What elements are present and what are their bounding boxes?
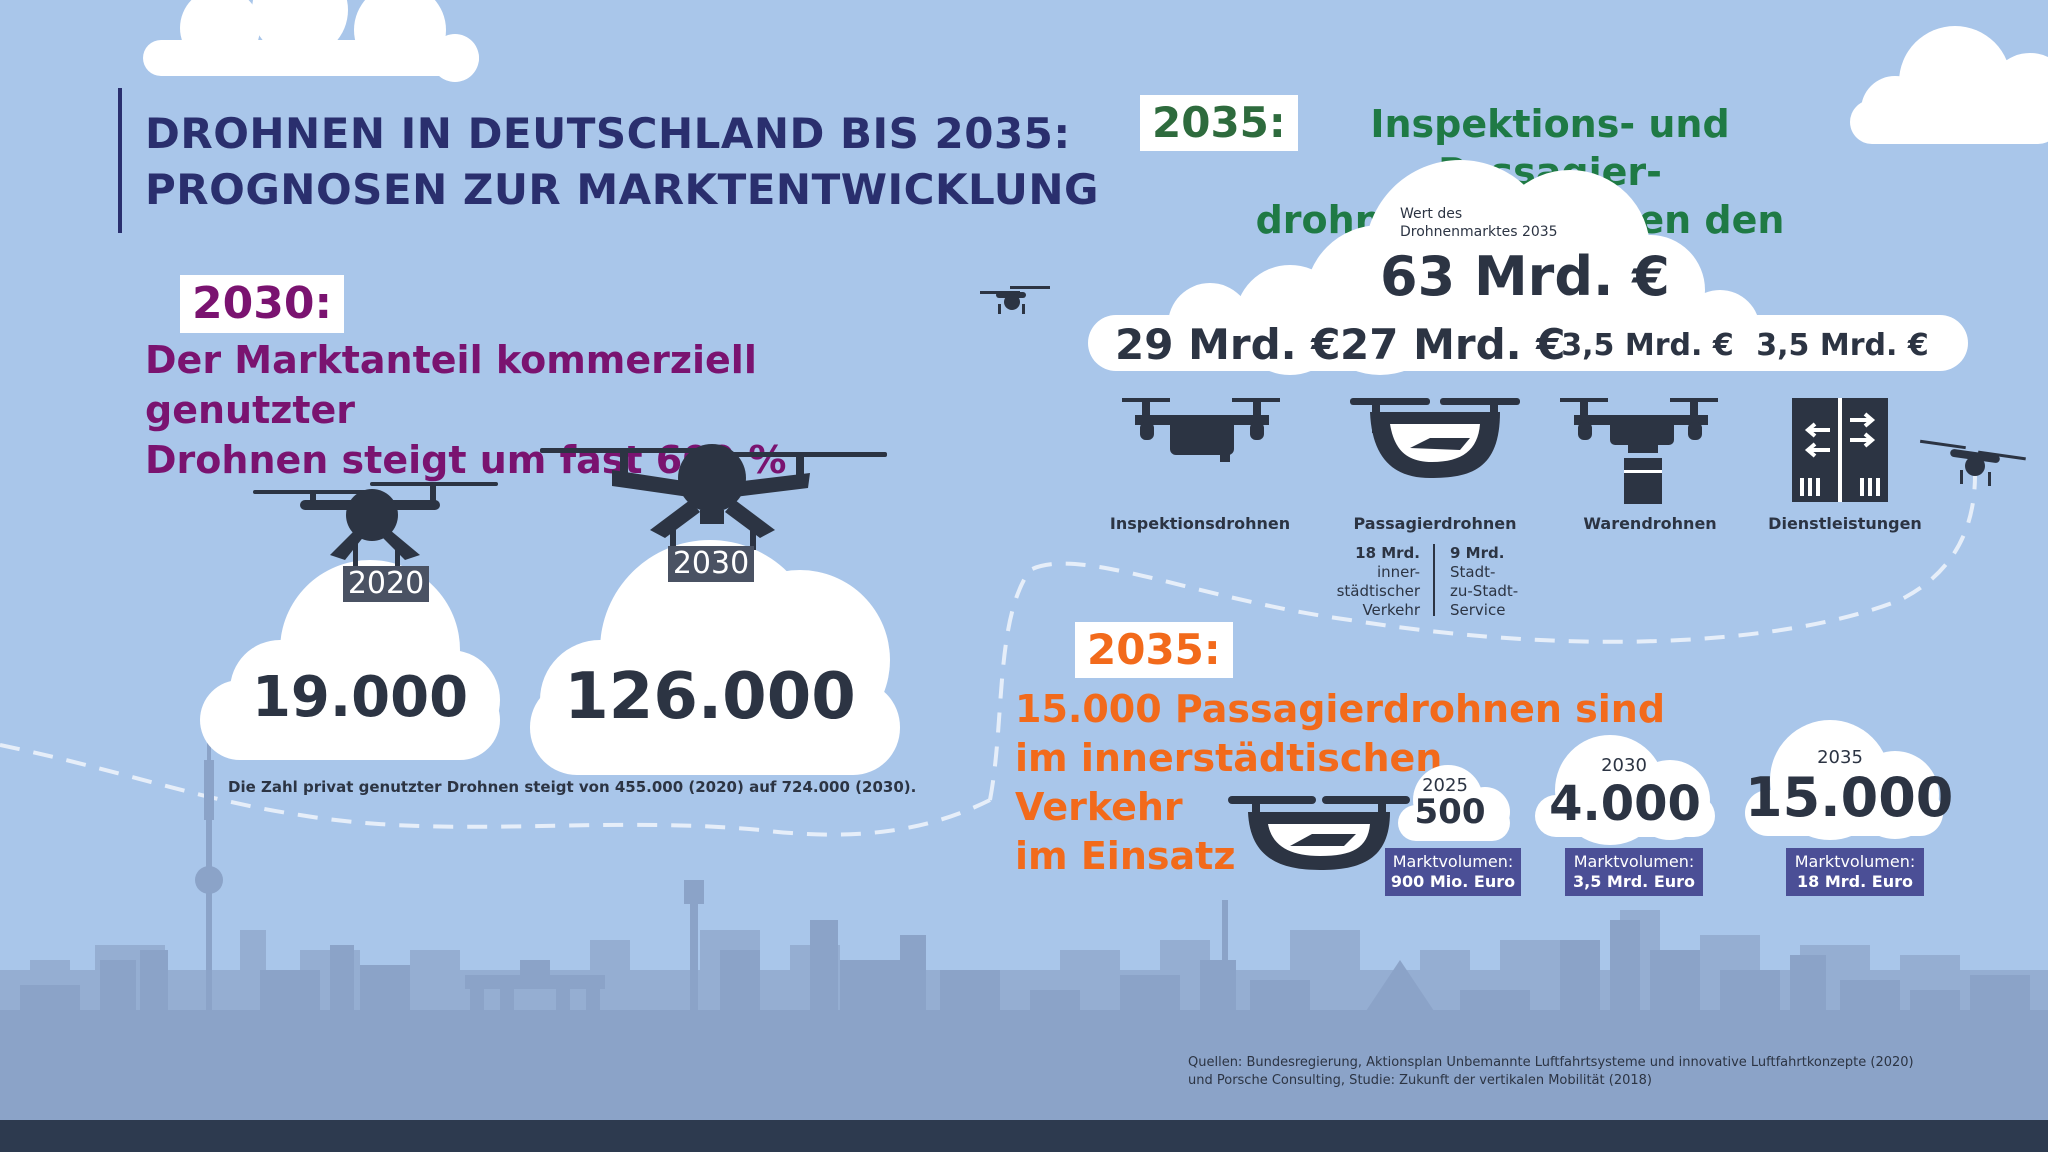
volume-year-2030: 2030 xyxy=(1601,755,1647,776)
headline-2035-passenger-line-2: im innerstädtischen xyxy=(1015,736,1443,780)
passenger-split-divider xyxy=(1433,544,1435,616)
small-drone-icon xyxy=(980,286,1050,314)
passenger-split-inner-line-3: Verkehr xyxy=(1362,601,1420,619)
market-volume-2025: Marktvolumen: 900 Mio. Euro xyxy=(1385,848,1521,896)
market-total-value: 63 Mrd. € xyxy=(1380,245,1670,308)
sources-line-2: und Porsche Consulting, Studie: Zukunft … xyxy=(1188,1073,1652,1088)
drone-count-2020: 19.000 xyxy=(251,665,469,730)
bottom-bar xyxy=(0,1120,2048,1152)
passenger-split-inner-value: 18 Mrd. xyxy=(1355,544,1420,562)
private-drones-footnote: Die Zahl privat genutzter Drohnen steigt… xyxy=(228,778,917,796)
small-drone-right-icon xyxy=(1919,439,2026,486)
flight-path-right xyxy=(988,474,1977,801)
market-volume-2025-label: Marktvolumen: xyxy=(1392,852,1514,871)
badge-2035-passenger: 2035: xyxy=(1075,622,1233,678)
headline-2030: Der Marktanteil kommerziell genutzter Dr… xyxy=(145,335,925,485)
sources-note: Quellen: Bundesregierung, Aktionsplan Un… xyxy=(1188,1054,1914,1090)
inspection-drone-icon xyxy=(1122,398,1280,462)
drone-2020-icon xyxy=(253,482,498,570)
passenger-split-inner-line-1: inner- xyxy=(1376,563,1420,581)
segment-value-passenger: 27 Mrd. € xyxy=(1340,320,1566,369)
segment-value-inspection: 29 Mrd. € xyxy=(1115,320,1341,369)
page-title: DROHNEN IN DEUTSCHLAND BIS 2035: PROGNOS… xyxy=(145,106,1099,218)
title-line-2: PROGNOSEN ZUR MARKTENTWICKLUNG xyxy=(145,165,1100,214)
cloud-volume-2030 xyxy=(1535,735,1715,845)
passenger-split-inner-city: 18 Mrd. inner- städtischer Verkehr xyxy=(1320,544,1420,620)
market-cloud xyxy=(1088,160,1968,375)
passenger-split-city-line-1: Stadt- xyxy=(1450,563,1496,581)
market-volume-2025-value: 900 Mio. Euro xyxy=(1390,872,1516,891)
segment-label-passenger: Passagierdrohnen xyxy=(1353,514,1517,533)
segment-value-cargo: 3,5 Mrd. € xyxy=(1561,328,1734,363)
headline-2030-line-1: Der Marktanteil kommerziell genutzter xyxy=(145,338,757,432)
passenger-split-inner-line-2: städtischer xyxy=(1336,582,1420,600)
passenger-drone-large-icon xyxy=(1228,796,1410,870)
title-accent-bar xyxy=(118,88,122,233)
cloud-volume-2035 xyxy=(1745,720,1943,840)
market-volume-2035: Marktvolumen: 18 Mrd. Euro xyxy=(1786,848,1924,896)
passenger-split-city-line-2: zu-Stadt- xyxy=(1450,582,1519,600)
segment-value-services: 3,5 Mrd. € xyxy=(1756,328,1929,363)
passenger-split-city-line-3: Service xyxy=(1450,601,1506,619)
drone-count-2030: 126.000 xyxy=(564,660,856,734)
headline-2035-passenger-line-3: Verkehr xyxy=(1015,785,1183,829)
market-volume-2030: Marktvolumen: 3,5 Mrd. Euro xyxy=(1565,848,1703,896)
market-volume-2035-label: Marktvolumen: xyxy=(1794,852,1916,871)
cloud-top-right xyxy=(1850,26,2048,144)
cloud-volume-2025 xyxy=(1398,765,1510,841)
market-volume-2030-label: Marktvolumen: xyxy=(1573,852,1695,871)
flight-path-left xyxy=(0,743,991,837)
sources-line-1: Quellen: Bundesregierung, Aktionsplan Un… xyxy=(1188,1055,1914,1070)
market-value-label-line-1: Wert des xyxy=(1400,206,1463,222)
cloud-top-left xyxy=(143,0,479,82)
market-volume-2030-value: 3,5 Mrd. Euro xyxy=(1572,872,1696,891)
passenger-drone-icon xyxy=(1350,398,1520,478)
volume-count-2030: 4.000 xyxy=(1549,776,1701,832)
segment-label-cargo: Warendrohnen xyxy=(1583,514,1717,533)
market-volume-2035-value: 18 Mrd. Euro xyxy=(1797,872,1913,891)
volume-count-2035: 15.000 xyxy=(1745,766,1954,829)
headline-2035-passenger-line-4: im Einsatz xyxy=(1015,834,1236,878)
volume-year-2025: 2025 xyxy=(1422,775,1468,796)
market-value-label: Wert des Drohnenmarktes 2035 xyxy=(1400,205,1558,241)
volume-count-2025: 500 xyxy=(1414,792,1486,832)
badge-2035-market: 2035: xyxy=(1140,95,1298,151)
market-value-label-line-2: Drohnenmarktes 2035 xyxy=(1400,224,1558,240)
segment-label-inspection: Inspektionsdrohnen xyxy=(1109,514,1291,533)
skyline-front xyxy=(0,730,2048,1120)
cargo-drone-icon xyxy=(1560,398,1718,504)
services-icon xyxy=(1792,398,1888,502)
segment-label-services: Dienstleistungen xyxy=(1768,514,1922,533)
volume-year-2035: 2035 xyxy=(1817,747,1863,768)
badge-2030: 2030: xyxy=(180,275,345,333)
drone-2030-tag: 2030 xyxy=(668,546,754,582)
drone-2020-tag: 2020 xyxy=(343,566,429,602)
cloud-2030 xyxy=(530,540,900,775)
passenger-split-city-value: 9 Mrd. xyxy=(1450,544,1505,562)
cloud-2020 xyxy=(200,560,500,760)
title-line-1: DROHNEN IN DEUTSCHLAND BIS 2035: xyxy=(145,109,1071,158)
passenger-split-city-to-city: 9 Mrd. Stadt- zu-Stadt- Service xyxy=(1450,544,1550,620)
drone-2030-icon xyxy=(540,444,887,550)
